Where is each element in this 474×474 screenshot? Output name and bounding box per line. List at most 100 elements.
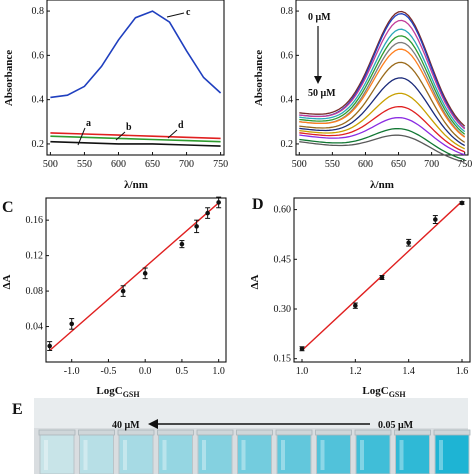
panel-c-xtick-label: 0.5 — [176, 366, 189, 377]
panel-d-data-point — [353, 303, 358, 308]
panel-a-frame — [46, 0, 225, 156]
panel-a-xlabel: λ/nm — [124, 179, 148, 191]
curve-label-c: c — [186, 7, 191, 18]
panel-c-data-point — [47, 343, 52, 349]
panel-c-ticks: -1.0 -0.5 0.0 0.5 1.0 0.04 0.08 0.12 0.16 — [26, 215, 225, 377]
panel-d-label: D — [252, 196, 264, 213]
panel-b-ytick-label: 0.6 — [281, 50, 294, 61]
panel-d-xtick-label: 1.4 — [402, 366, 415, 377]
panel-d-xtick-label: 1.6 — [456, 366, 469, 377]
cuvette-rim — [275, 429, 313, 436]
panel-b-xtick-label: 700 — [424, 159, 439, 170]
panel-c-marks — [47, 196, 222, 352]
spectrum-line-1 — [299, 13, 466, 129]
photo-label-right: 0.05 μM — [378, 420, 414, 431]
panel-a-ytick-label: 0.6 — [32, 50, 45, 61]
cuvette-rim — [354, 429, 392, 436]
panel-c-data-point — [179, 241, 185, 247]
curve-label-b: b — [126, 122, 132, 133]
panel-a-xtick-label: 500 — [43, 159, 58, 170]
panel-b-ytick-label: 0.4 — [281, 95, 294, 106]
cuvette-highlight — [83, 440, 88, 470]
panel-b-ylabel: Absorbance — [253, 50, 265, 106]
panel-d-marks — [299, 200, 465, 352]
panel-a-xtick-label: 550 — [77, 159, 92, 170]
cuvette — [355, 433, 391, 474]
photo-top-shade — [34, 398, 468, 428]
panel-d: D 1.0 1.2 1.4 1.6 0.15 0.30 0.45 0.60 ΔA LogCGS… — [249, 196, 471, 399]
panel-b-xlabel: λ/nm — [370, 179, 394, 191]
series-line-c — [50, 10, 222, 99]
cuvette-highlight — [360, 440, 364, 470]
panel-c-ytick-label: 0.12 — [26, 251, 44, 262]
spectrum-line-2 — [299, 19, 466, 130]
panel-c-ytick-label: 0.16 — [26, 215, 44, 226]
cuvette-rim — [196, 429, 234, 436]
panel-a-xtick-label: 600 — [111, 159, 126, 170]
panel-e: E 40 μM 0.05 μM — [12, 398, 471, 474]
curve-arrow-b — [115, 131, 126, 141]
panel-c-ylabel: ΔA — [1, 275, 13, 290]
panel-c-xtick-label: -1.0 — [64, 366, 80, 377]
cuvette — [316, 433, 351, 474]
panel-a-ytick-label: 0.4 — [32, 95, 45, 106]
panel-d-data-point — [406, 240, 411, 246]
conc-arrow-head — [314, 76, 322, 84]
cuvette-row — [38, 429, 471, 474]
panel-d-ytick-label: 0.45 — [274, 254, 292, 265]
panel-b-xtick-label: 650 — [391, 159, 406, 170]
spectrum-line-13 — [299, 134, 465, 163]
cuvette-highlight — [241, 440, 246, 470]
panel-c-xtick-label: -0.5 — [101, 366, 117, 377]
curve-label-d: d — [178, 120, 184, 131]
panel-a-xtick-label: 700 — [179, 159, 194, 170]
spectrum-line-4 — [299, 35, 466, 135]
cuvette — [79, 433, 114, 474]
cuvette — [158, 433, 193, 474]
panel-a-xtick-label: 750 — [213, 159, 228, 170]
panel-d-xtick-label: 1.2 — [349, 366, 362, 377]
cuvette-highlight — [162, 440, 167, 470]
panel-d-frame — [293, 197, 471, 363]
curve-arrow-d — [167, 129, 178, 139]
panel-b-ticks: 500 550 600 650 700 750 0.2 0.4 0.6 0.8 — [281, 6, 473, 170]
cuvette-highlight — [439, 440, 443, 470]
panel-d-data-point — [379, 275, 385, 280]
panel-d-ytick-label: 0.15 — [274, 354, 292, 365]
panel-c-data-point — [205, 210, 210, 216]
panel-a-ytick-label: 0.8 — [32, 6, 45, 17]
cuvette-rim — [236, 429, 273, 436]
curve-arrow-c — [166, 12, 185, 18]
spectrum-line-0 — [299, 10, 466, 127]
panel-c-data-point — [69, 321, 75, 327]
cuvette-highlight — [320, 440, 325, 470]
panel-c: C -1.0 -0.5 0.0 0.5 1.0 0.04 0.08 0.12 0.16 ΔA L… — [1, 196, 227, 399]
panel-c-data-point — [120, 288, 126, 294]
panel-c-data-point — [142, 271, 148, 276]
cuvette-highlight — [123, 440, 127, 470]
curve-label-a: a — [86, 118, 91, 129]
cuvette-rim — [117, 429, 155, 436]
panel-b: 500 550 600 650 700 750 0.2 0.4 0.6 0.8 Absorbanc… — [253, 0, 472, 191]
cuvette-rim — [38, 429, 76, 436]
spectrum-line-12 — [299, 127, 465, 161]
spectrum-line-9 — [299, 92, 465, 150]
photo-arrow-head — [148, 419, 158, 429]
cuvette-highlight — [281, 440, 285, 470]
cuvette — [434, 433, 470, 474]
panel-e-label: E — [12, 401, 23, 418]
spectrum-line-11 — [299, 116, 465, 156]
panel-c-fit-line — [49, 201, 221, 352]
cuvette-rim — [78, 429, 115, 436]
panel-c-ytick-label: 0.08 — [26, 286, 44, 297]
panel-b-xtick-label: 500 — [292, 159, 307, 170]
panel-c-ytick-label: 0.04 — [26, 322, 44, 333]
panel-a: 500 550 600 650 700 750 0.2 0.4 0.6 0.8 Absorbanc… — [3, 0, 228, 191]
panel-a-ylabel: Absorbance — [3, 50, 15, 106]
panel-d-ylabel: ΔA — [249, 275, 261, 290]
cuvette — [276, 433, 312, 474]
panel-c-frame — [45, 197, 227, 363]
series-line-b — [50, 135, 221, 143]
cuvette-rim — [433, 429, 471, 436]
